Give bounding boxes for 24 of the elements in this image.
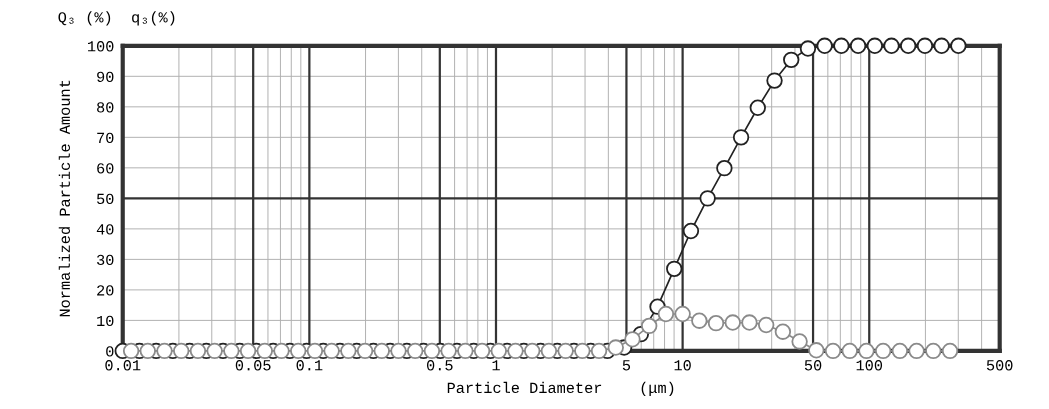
x-tick-label: 0.5 <box>426 360 453 371</box>
x-tick-label: 500 <box>986 360 1013 371</box>
y-tick-label: 90 <box>97 71 114 83</box>
y-tick-label: 30 <box>97 254 114 266</box>
text: Q₃ (%) q₃(%) <box>58 11 175 26</box>
y-tick-label: 40 <box>96 224 114 235</box>
y-tick-label: 0 <box>106 346 114 357</box>
y-tick-label: 10 <box>97 315 114 327</box>
x-tick-label: 5 <box>622 360 631 371</box>
x-tick-label: 0.05 <box>235 360 271 371</box>
y-tick-label: 60 <box>97 163 114 174</box>
x-axis-title: Particle Diameter (μm) <box>447 381 674 397</box>
x-tick-label: 10 <box>674 360 691 371</box>
y-tick-label: 80 <box>97 102 114 113</box>
x-tick-label: 100 <box>856 360 883 371</box>
x-tick-label: 50 <box>804 360 822 371</box>
y-tick-label: 100 <box>88 41 114 52</box>
x-tick-label: 0.01 <box>105 360 141 371</box>
y-tick-label: 20 <box>97 285 114 296</box>
y-tick-label: 70 <box>97 132 114 144</box>
y-tick-label: 50 <box>97 193 114 205</box>
x-tick-label: 0.1 <box>296 360 323 371</box>
x-tick-label: 1 <box>492 360 500 371</box>
y-axis-title: Normalized Particle Amount <box>58 80 71 317</box>
